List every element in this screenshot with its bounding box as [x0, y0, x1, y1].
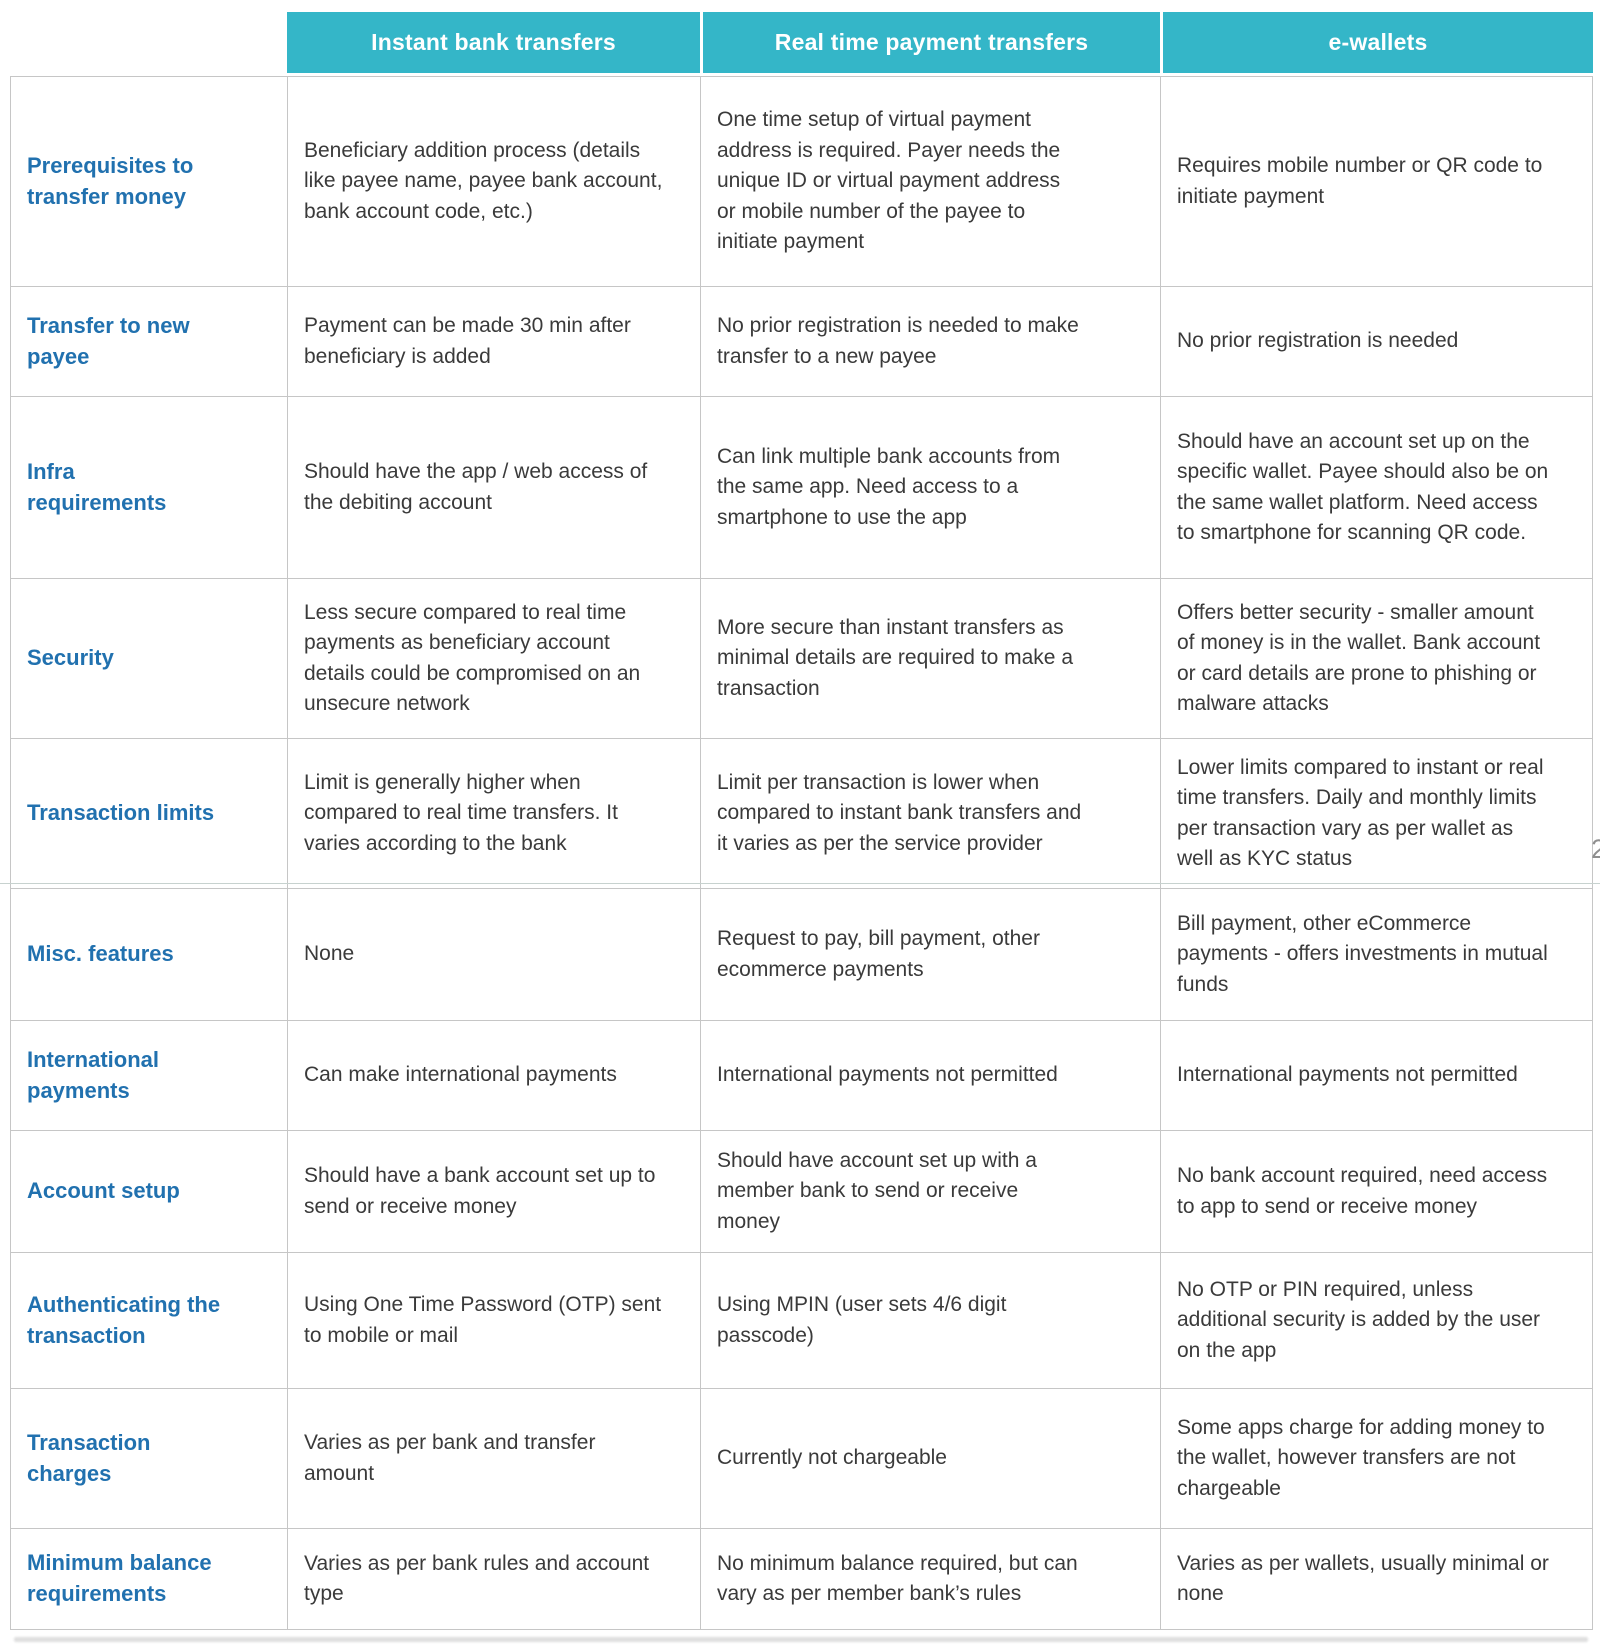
cell: Should have account set up with a member… — [700, 1130, 1160, 1252]
cell: Varies as per bank rules and account typ… — [287, 1528, 700, 1630]
row-label: Minimum balance requirements — [10, 1528, 287, 1630]
cell: More secure than instant transfers as mi… — [700, 578, 1160, 738]
cell: Can make international payments — [287, 1020, 700, 1130]
cell: Using One Time Password (OTP) sent to mo… — [287, 1252, 700, 1388]
row-label: Transaction charges — [10, 1388, 287, 1528]
cell: Using MPIN (user sets 4/6 digit passcode… — [700, 1252, 1160, 1388]
header-row: Instant bank transfers Real time payment… — [10, 12, 1593, 76]
table-row-minimum-balance: Minimum balance requirements Varies as p… — [10, 1528, 1593, 1630]
table-row-transaction-limits: Transaction limits Limit is generally hi… — [10, 738, 1593, 888]
column-header-e-wallets: e-wallets — [1160, 12, 1593, 76]
table-row-infra-requirements: Infra requirements Should have the app /… — [10, 396, 1593, 578]
cell: Request to pay, bill payment, other ecom… — [700, 888, 1160, 1020]
table-row-international-payments: International payments Can make internat… — [10, 1020, 1593, 1130]
table-row-authenticating-transaction: Authenticating the transaction Using One… — [10, 1252, 1593, 1388]
row-label: Transfer to new payee — [10, 286, 287, 396]
cell: Some apps charge for adding money to the… — [1160, 1388, 1593, 1528]
cell: International payments not permitted — [1160, 1020, 1593, 1130]
cell: No minimum balance required, but can var… — [700, 1528, 1160, 1630]
cell: None — [287, 888, 700, 1020]
column-header-real-time-payment-transfers: Real time payment transfers — [700, 12, 1160, 76]
cell: No prior registration is needed — [1160, 286, 1593, 396]
corner-cell — [10, 12, 287, 76]
next-page-artifact — [14, 1637, 1588, 1642]
cell: Payment can be made 30 min after benefic… — [287, 286, 700, 396]
cell: Varies as per wallets, usually minimal o… — [1160, 1528, 1593, 1630]
table-row-transfer-to-new-payee: Transfer to new payee Payment can be mad… — [10, 286, 1593, 396]
cell: No bank account required, need access to… — [1160, 1130, 1593, 1252]
cell: Lower limits compared to instant or real… — [1160, 738, 1593, 888]
row-label: Transaction limits — [10, 738, 287, 888]
row-label: Security — [10, 578, 287, 738]
cell: International payments not permitted — [700, 1020, 1160, 1130]
row-label: Account setup — [10, 1130, 287, 1252]
cell: Less secure compared to real time paymen… — [287, 578, 700, 738]
cell: No OTP or PIN required, unless additiona… — [1160, 1252, 1593, 1388]
cell: Should have a bank account set up to sen… — [287, 1130, 700, 1252]
cell: Currently not chargeable — [700, 1388, 1160, 1528]
table-row-misc-features: Misc. features None Request to pay, bill… — [10, 888, 1593, 1020]
page-number: 2 — [1591, 834, 1600, 864]
cell: Can link multiple bank accounts from the… — [700, 396, 1160, 578]
table-row-security: Security Less secure compared to real ti… — [10, 578, 1593, 738]
column-header-instant-bank-transfers: Instant bank transfers — [287, 12, 700, 76]
row-label: Authenticating the transaction — [10, 1252, 287, 1388]
cell: Limit is generally higher when compared … — [287, 738, 700, 888]
row-label: Prerequisites to transfer money — [10, 76, 287, 286]
table-row-transaction-charges: Transaction charges Varies as per bank a… — [10, 1388, 1593, 1528]
cell: Should have an account set up on the spe… — [1160, 396, 1593, 578]
cell: Limit per transaction is lower when comp… — [700, 738, 1160, 888]
cell: Bill payment, other eCommerce payments -… — [1160, 888, 1593, 1020]
cell: Beneficiary addition process (details li… — [287, 76, 700, 286]
cell: Offers better security - smaller amount … — [1160, 578, 1593, 738]
row-label: Misc. features — [10, 888, 287, 1020]
table-row-prerequisites: Prerequisites to transfer money Benefici… — [10, 76, 1593, 286]
cell: Varies as per bank and transfer amount — [287, 1388, 700, 1528]
cell: Requires mobile number or QR code to ini… — [1160, 76, 1593, 286]
cell: No prior registration is needed to make … — [700, 286, 1160, 396]
comparison-table: Instant bank transfers Real time payment… — [10, 12, 1593, 1630]
table-row-account-setup: Account setup Should have a bank account… — [10, 1130, 1593, 1252]
row-label: Infra requirements — [10, 396, 287, 578]
page-break-line — [0, 883, 1600, 884]
cell: One time setup of virtual payment addres… — [700, 76, 1160, 286]
row-label: International payments — [10, 1020, 287, 1130]
cell: Should have the app / web access of the … — [287, 396, 700, 578]
